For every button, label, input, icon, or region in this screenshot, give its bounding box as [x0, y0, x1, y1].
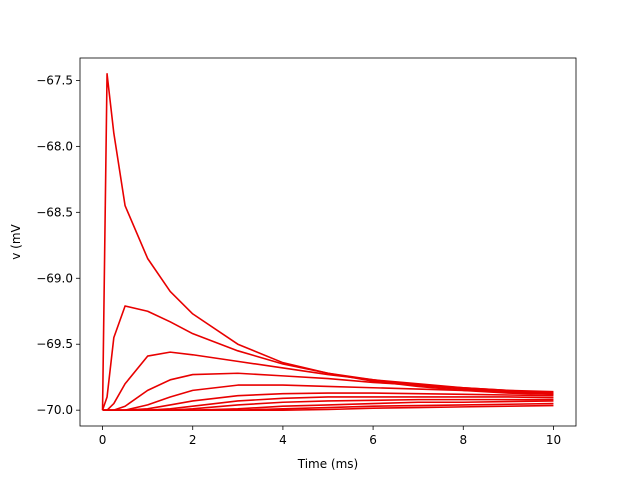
trace-line [101, 305, 554, 411]
x-axis-label: Time (ms) [297, 457, 359, 471]
y-tick-label: −69.5 [36, 337, 73, 351]
trace-line [102, 372, 554, 411]
y-tick-label: −68.0 [36, 139, 73, 153]
plot-frame [79, 57, 577, 427]
trace-line [102, 404, 554, 411]
y-axis-label: v (mV [9, 223, 23, 259]
x-tick-label: 6 [369, 433, 377, 447]
y-tick-label: −68.5 [36, 205, 73, 219]
x-tick-label: 4 [279, 433, 287, 447]
x-tick-label: 2 [189, 433, 197, 447]
y-tick-label: −67.5 [36, 73, 73, 87]
y-tick-label: −70.0 [36, 403, 73, 417]
x-tick-label: 8 [459, 433, 467, 447]
y-tick-label: −69.0 [36, 271, 73, 285]
trace-line [101, 73, 554, 411]
x-tick-label: 0 [99, 433, 107, 447]
x-tick-label: 10 [546, 433, 561, 447]
